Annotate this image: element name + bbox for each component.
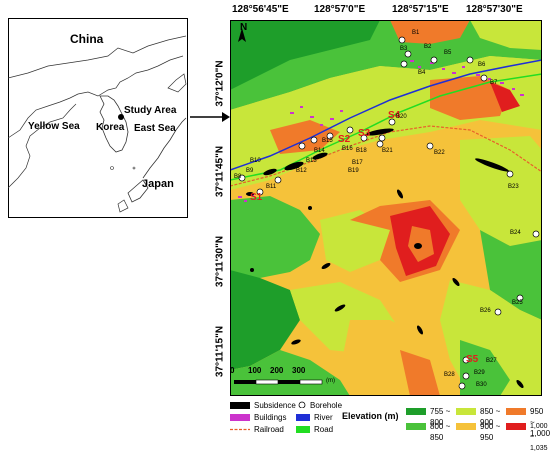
legend-subsidence-label: Subsidence	[254, 401, 296, 410]
elev-label-6: 1,000 ~ 1,035	[530, 423, 548, 452]
elev-swatch-6	[506, 423, 526, 430]
subsidence-swatch	[230, 402, 250, 409]
elevation-map: N 0 100 200 300 (m) S1 S2 S3 S4 S5 B1 B2…	[229, 20, 543, 396]
inset-label-japan: Japan	[142, 178, 174, 190]
borehole-swatch-icon	[298, 401, 306, 408]
site-label-s4: S4	[388, 110, 401, 121]
legend-elev-2: 850 ~ 900	[456, 406, 506, 427]
river-swatch	[296, 414, 310, 421]
borehole-label: B10	[250, 158, 261, 164]
elev-label-3: 950 ~ 1,000	[530, 407, 550, 438]
borehole-label: B23	[508, 184, 519, 190]
elev-swatch-4	[406, 423, 426, 430]
elev-swatch-2	[456, 408, 476, 415]
coord-left-4: 37°11'15"N	[214, 325, 226, 378]
scale-bar	[234, 379, 323, 385]
borehole-label: B15	[322, 138, 333, 144]
elevation-title: Elevation (m)	[342, 411, 399, 421]
borehole-label: B16	[342, 146, 353, 152]
coord-top-4: 128°57'30"E	[466, 4, 523, 15]
site-label-s5: S5	[466, 354, 479, 365]
borehole-label: B3	[400, 46, 408, 52]
elev-swatch-3	[506, 408, 526, 415]
borehole-label: B11	[266, 184, 277, 190]
scale-tick-300: 300	[292, 366, 306, 375]
boreholes-layer	[238, 36, 540, 390]
inset-map-canvas	[7, 18, 188, 218]
borehole-label: B7	[490, 80, 498, 86]
legend-borehole-label: Borehole	[310, 401, 343, 410]
scale-tick-100: 100	[248, 366, 262, 375]
borehole-label: B28	[444, 372, 455, 378]
legend-elev-1: 755 ~ 800	[406, 406, 456, 427]
north-arrow-icon	[238, 28, 246, 42]
borehole-label: B12	[296, 168, 307, 174]
subsidence-layer	[246, 128, 524, 389]
elev-label-4: 800 ~ 850	[430, 422, 451, 442]
site-label-s1: S1	[250, 192, 263, 203]
borehole-label: B1	[412, 30, 420, 36]
elev-swatch-5	[456, 423, 476, 430]
borehole-label: B17	[352, 160, 363, 166]
borehole-label: B26	[480, 308, 491, 314]
elev-label-2: 850 ~ 900	[480, 407, 501, 427]
borehole-label: B20	[396, 114, 407, 120]
inset-label-korea: Korea	[96, 122, 125, 133]
borehole-label: B4	[418, 70, 426, 76]
road-swatch	[296, 426, 310, 433]
legend-river-label: River	[314, 413, 333, 422]
inset-label-east-sea: East Sea	[134, 123, 176, 134]
study-area-marker	[118, 114, 124, 120]
north-label: N	[240, 22, 248, 33]
borehole-label: B5	[444, 50, 452, 56]
site-label-s3: S3	[358, 128, 371, 139]
legend-elev-6: 1,000 ~ 1,035	[506, 421, 548, 452]
borehole-label: B22	[434, 150, 445, 156]
borehole-label: B19	[348, 168, 359, 174]
elevation-map-canvas	[229, 20, 543, 396]
study-area-arrow	[190, 112, 230, 122]
borehole-label: B13	[306, 158, 317, 164]
inset-label-china: China	[70, 32, 104, 46]
legend-road-label: Road	[314, 425, 334, 434]
legend-elev-3: 950 ~ 1,000	[506, 406, 550, 438]
borehole-label: B30	[476, 382, 487, 388]
elev-label-5: 900 ~ 950	[480, 422, 501, 442]
legend: Subsidence Buildings Railroad Borehole R…	[230, 400, 550, 452]
coord-left-3: 37°11'30"N	[214, 235, 226, 288]
site-label-s2: S2	[338, 134, 351, 145]
coord-top-2: 128°57'0"E	[314, 4, 366, 15]
borehole-label: B25	[512, 300, 523, 306]
legend-buildings-label: Buildings	[254, 413, 287, 422]
borehole-label: B29	[474, 370, 485, 376]
borehole-label: B14	[314, 148, 325, 154]
borehole-label: B24	[510, 230, 521, 236]
borehole-label: B21	[382, 148, 393, 154]
coord-left-2: 37°11'45"N	[214, 145, 226, 198]
borehole-label: B6	[478, 62, 486, 68]
buildings-swatch	[230, 414, 250, 421]
coord-left-1: 37°12'0"N	[214, 60, 226, 107]
inset-label-yellow-sea: Yellow Sea	[28, 121, 80, 132]
borehole-label: B9	[246, 168, 254, 174]
borehole-label: B2	[424, 44, 432, 50]
legend-railroad-label: Railroad	[254, 425, 284, 434]
inset-map: China Study Area Korea Yellow Sea East S…	[7, 18, 188, 218]
railroad-swatch-icon	[230, 428, 250, 431]
legend-elev-4: 800 ~ 850	[406, 421, 456, 442]
borehole-label: B18	[356, 148, 367, 154]
elev-label-1: 755 ~ 800	[430, 407, 451, 427]
borehole-label: B8	[234, 174, 242, 180]
coord-top-3: 128°57'15"E	[392, 4, 449, 15]
scale-unit: (m)	[326, 378, 335, 384]
river-line	[229, 59, 543, 171]
borehole-label: B27	[486, 358, 497, 364]
inset-label-study-area: Study Area	[124, 105, 177, 116]
coord-top-1: 128°56'45"E	[232, 4, 289, 15]
scale-tick-0: 0	[230, 366, 235, 375]
elev-swatch-1	[406, 408, 426, 415]
legend-elev-5: 900 ~ 950	[456, 421, 506, 442]
scale-tick-200: 200	[270, 366, 284, 375]
